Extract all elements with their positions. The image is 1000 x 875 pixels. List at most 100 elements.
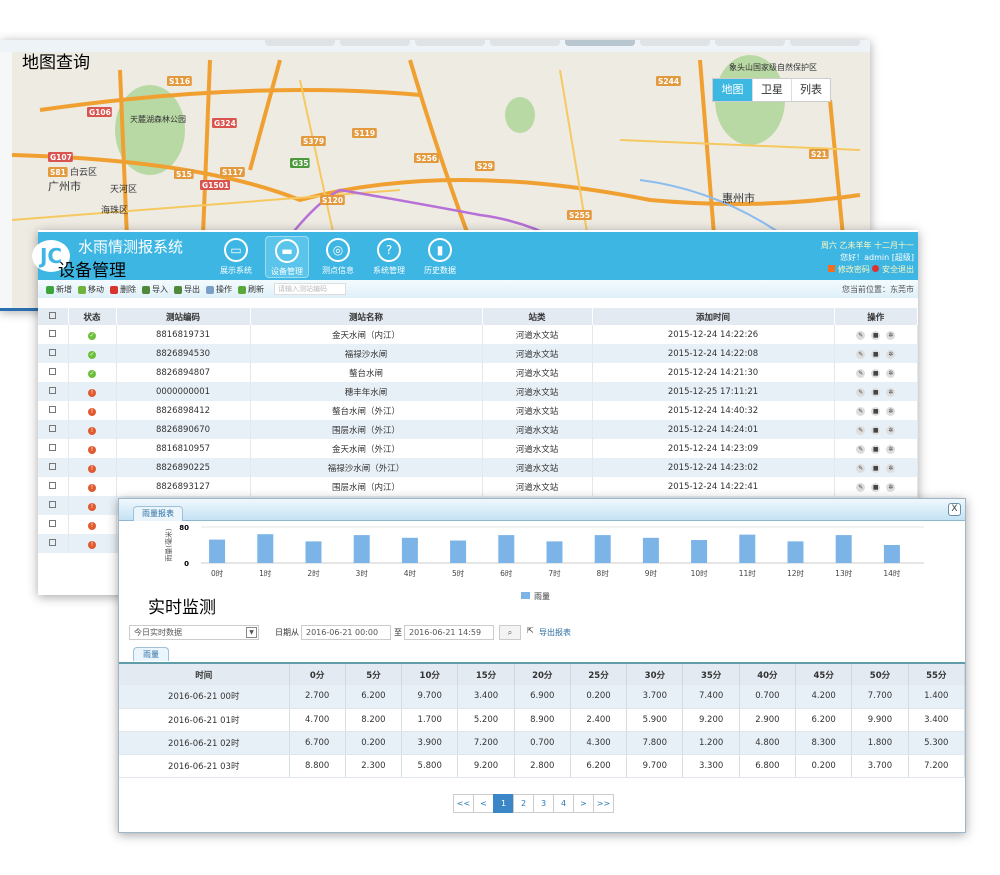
row-checkbox[interactable] [38,458,69,477]
delete-icon[interactable]: ■ [871,482,881,492]
top-tab[interactable] [340,40,410,46]
close-button[interactable]: X [948,503,961,516]
toolbar-button[interactable]: 移动 [78,284,104,295]
gear-icon[interactable]: ✲ [886,444,896,454]
row-checkbox[interactable] [38,363,69,382]
delete-icon[interactable]: ■ [871,425,881,435]
nav-history-data[interactable]: ▮ 历史数据 [418,236,462,278]
delete-icon[interactable]: ■ [871,406,881,416]
x-tick-label: 7时 [548,568,561,578]
page-button[interactable]: >> [593,794,614,813]
edit-icon[interactable]: ✎ [856,406,866,416]
table-row[interactable]: ! 8816810957 金天水闸（外江） 河道水文站 2015-12-24 1… [38,439,918,458]
row-checkbox[interactable] [38,420,69,439]
page-button[interactable]: 1 [493,794,514,813]
change-password-link[interactable]: 修改密码 [837,265,870,274]
gear-icon[interactable]: ✲ [886,463,896,473]
top-tab[interactable] [640,40,710,46]
page-button[interactable]: > [573,794,594,813]
toolbar-button[interactable]: 刷新 [238,284,264,295]
map-place-label: 海珠区 [101,204,128,216]
edit-icon[interactable]: ✎ [856,463,866,473]
table-row[interactable]: ! 8826893127 围层水闸（内江） 河道水文站 2015-12-24 1… [38,477,918,496]
station-type: 河道水文站 [482,458,593,477]
tab-rainfall[interactable]: 雨量 [133,647,169,661]
page-button[interactable]: 2 [513,794,534,813]
gear-icon[interactable]: ✲ [886,406,896,416]
export-report-link[interactable]: 导出报表 [539,628,571,637]
station-code: 8826890225 [116,458,251,477]
x-tick-label: 0时 [211,568,224,578]
nav-station-info[interactable]: ◎ 测点信息 [316,236,360,278]
select-all-checkbox[interactable] [38,308,69,325]
table-row[interactable]: ! 8826890670 围层水闸（外江） 河道水文站 2015-12-24 1… [38,420,918,439]
table-row[interactable]: ! 8826898412 螯台水闸（外江） 河道水文站 2015-12-24 1… [38,401,918,420]
toolbar-button[interactable]: 导入 [142,284,168,295]
delete-icon[interactable]: ■ [871,463,881,473]
actions-cell: ✎ ■ ✲ [834,420,918,439]
table-row[interactable]: ✓ 8826894530 福禄沙水闸 河道水文站 2015-12-24 14:2… [38,344,918,363]
top-tab[interactable] [265,40,335,46]
logout-link[interactable]: 安全退出 [882,265,914,274]
delete-icon[interactable]: ■ [871,387,881,397]
edit-icon[interactable]: ✎ [856,425,866,435]
rain-value: 1.800 [851,731,909,755]
row-checkbox[interactable] [38,534,69,553]
row-checkbox[interactable] [38,496,69,515]
table-row[interactable]: ! 0000000001 穗丰年水闸 河道水文站 2015-12-25 17:1… [38,382,918,401]
station-search-input[interactable]: 请输入测站编码 [274,283,346,295]
search-button[interactable]: ⌕ [499,625,521,640]
row-checkbox[interactable] [38,325,69,344]
gear-icon[interactable]: ✲ [886,482,896,492]
nav-device-management[interactable]: ▬ 设备管理 [265,236,309,278]
row-checkbox[interactable] [38,515,69,534]
delete-icon[interactable]: ■ [871,349,881,359]
table-row[interactable]: ✓ 8826894807 螯台水闸 河道水文站 2015-12-24 14:21… [38,363,918,382]
tab-rainfall-report[interactable]: 雨量报表 [133,506,183,521]
toolbar-button[interactable]: 导出 [174,284,200,295]
gear-icon[interactable]: ✲ [886,387,896,397]
row-checkbox[interactable] [38,401,69,420]
list-view-button[interactable]: 列表 [791,79,830,101]
row-checkbox[interactable] [38,477,69,496]
row-checkbox[interactable] [38,344,69,363]
delete-icon[interactable]: ■ [871,330,881,340]
page-button[interactable]: 3 [533,794,554,813]
satellite-view-button[interactable]: 卫星 [752,79,791,101]
edit-icon[interactable]: ✎ [856,482,866,492]
row-checkbox[interactable] [38,439,69,458]
gear-icon[interactable]: ✲ [886,425,896,435]
map-view-button[interactable]: 地图 [713,79,752,101]
page-button[interactable]: < [473,794,494,813]
gear-icon[interactable]: ✲ [886,368,896,378]
toolbar-button[interactable]: 新增 [46,284,72,295]
date-to-input[interactable]: 2016-06-21 14:59 [404,625,494,640]
nav-system-management[interactable]: ? 系统管理 [367,236,411,278]
delete-icon[interactable]: ■ [871,444,881,454]
x-tick-label: 9时 [645,568,658,578]
edit-icon[interactable]: ✎ [856,330,866,340]
top-tab[interactable] [565,40,635,46]
data-range-select[interactable]: 今日实时数据 ▼ [129,625,259,640]
top-tab[interactable] [790,40,860,46]
page-button[interactable]: 4 [553,794,574,813]
delete-icon[interactable]: ■ [871,368,881,378]
top-tab[interactable] [715,40,785,46]
toolbar-button[interactable]: 删除 [110,284,136,295]
top-tab[interactable] [415,40,485,46]
toolbar-button[interactable]: 操作 [206,284,232,295]
top-tab[interactable] [490,40,560,46]
gear-icon[interactable]: ✲ [886,330,896,340]
road-label: S379 [303,137,324,146]
page-button[interactable]: << [453,794,474,813]
date-from-input[interactable]: 2016-06-21 00:00 [301,625,391,640]
edit-icon[interactable]: ✎ [856,349,866,359]
edit-icon[interactable]: ✎ [856,368,866,378]
table-row[interactable]: ✓ 8816819731 金天水闸（内江） 河道水文站 2015-12-24 1… [38,325,918,344]
gear-icon[interactable]: ✲ [886,349,896,359]
table-row[interactable]: ! 8826890225 福禄沙水闸（外江） 河道水文站 2015-12-24 … [38,458,918,477]
row-checkbox[interactable] [38,382,69,401]
nav-display-system[interactable]: ▭ 展示系统 [214,236,258,278]
edit-icon[interactable]: ✎ [856,387,866,397]
edit-icon[interactable]: ✎ [856,444,866,454]
